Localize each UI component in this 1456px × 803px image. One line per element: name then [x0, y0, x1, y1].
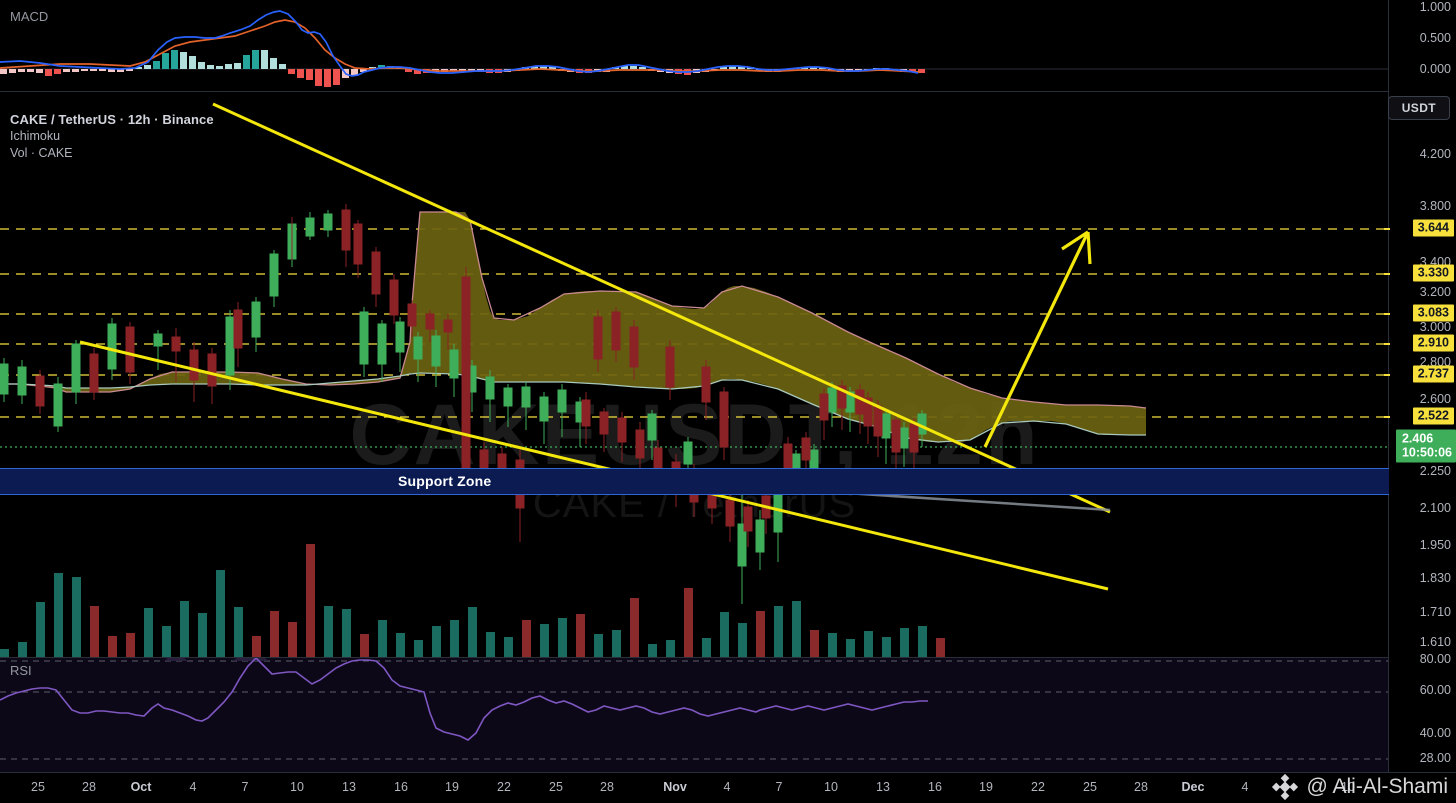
- price-axis-tick: 60.00: [1419, 683, 1451, 697]
- bullish-arrow: [983, 230, 1092, 448]
- price-panel[interactable]: CAKEUSDT, 12h CAKE / TetherUS: [0, 91, 1389, 657]
- time-axis-tick: 16: [394, 780, 408, 794]
- price-axis-tick: 0.000: [1419, 62, 1451, 76]
- time-axis-tick: 22: [497, 780, 511, 794]
- current-price-countdown: 10:50:06: [1401, 445, 1452, 460]
- price-axis-tick: 1.830: [1419, 571, 1451, 585]
- time-axis-tick: 13: [342, 780, 356, 794]
- downtrend-upper: [212, 102, 1111, 514]
- downtrend-lower: [79, 340, 1109, 591]
- price-level-label[interactable]: 2.522: [1412, 407, 1454, 425]
- time-axis-tick: 4: [189, 780, 197, 794]
- price-axis-tick: 3.000: [1419, 320, 1451, 334]
- time-axis-tick: 19: [979, 780, 993, 794]
- current-price-label[interactable]: 2.406 10:50:06: [1395, 429, 1456, 463]
- price-axis-tick: 40.00: [1419, 726, 1451, 740]
- price-axis-tick: 2.100: [1419, 501, 1451, 515]
- author-handle: @ Ali-Al-Shami: [1306, 775, 1448, 798]
- time-axis-tick: 10: [1341, 780, 1355, 794]
- price-level-label[interactable]: 3.644: [1412, 219, 1454, 237]
- price-axis-tick: 4.200: [1419, 147, 1451, 161]
- time-axis-tick: 28: [1134, 780, 1148, 794]
- price-level-label[interactable]: 3.330: [1412, 264, 1454, 282]
- macd-plot: [0, 10, 1389, 87]
- price-axis[interactable]: USDT 1.000 0.500 0.000 4.200 3.800 3.400 3.200…: [1384, 0, 1456, 772]
- author-watermark: @ Ali-Al-Shami: [1271, 773, 1448, 801]
- time-axis-tick: Oct: [130, 780, 152, 794]
- time-axis-tick: Dec: [1181, 780, 1205, 794]
- rsi-plot: [0, 658, 1389, 773]
- macd-main-line: [0, 10, 919, 77]
- macd-signal-line: [0, 19, 921, 73]
- price-axis-tick: 3.800: [1419, 199, 1451, 213]
- time-axis-tick: 28: [82, 780, 96, 794]
- time-axis-tick: 16: [928, 780, 942, 794]
- binance-diamond-icon: [1272, 773, 1299, 801]
- time-axis[interactable]: 25 28 Oct 4 7 10 13 16 19 22 25 28 Nov 4 7 10 13 16 19 22 25…: [0, 772, 1456, 803]
- time-axis-tick: 4: [723, 780, 731, 794]
- time-axis-tick: 10: [824, 780, 838, 794]
- price-level-tick: [1384, 416, 1390, 418]
- time-axis-tick: Nov: [663, 780, 687, 794]
- time-axis-tick: 22: [1031, 780, 1045, 794]
- price-level-label[interactable]: 3.083: [1412, 304, 1454, 322]
- time-axis-tick: 25: [549, 780, 563, 794]
- price-axis-tick: 2.600: [1419, 392, 1451, 406]
- time-axis-tick: 4: [1241, 780, 1249, 794]
- price-level-label[interactable]: 2.910: [1412, 334, 1454, 352]
- price-axis-tick: 80.00: [1419, 652, 1451, 666]
- price-axis-tick: 1.710: [1419, 605, 1451, 619]
- price-level-tick: [1384, 228, 1390, 230]
- time-axis-tick: 7: [241, 780, 249, 794]
- rsi-panel[interactable]: RSI: [0, 657, 1389, 773]
- time-axis-tick: 28: [600, 780, 614, 794]
- volume-series: [0, 544, 945, 657]
- time-axis-tick: 25: [1083, 780, 1097, 794]
- price-axis-tick: 28.00: [1419, 751, 1451, 765]
- time-axis-tick: 10: [290, 780, 304, 794]
- support-zone-label: Support Zone: [398, 473, 492, 489]
- time-axis-tick: 7: [775, 780, 783, 794]
- candlestick-series: [0, 204, 927, 604]
- rsi-overbought-fill: [164, 658, 268, 661]
- price-axis-tick: 0.500: [1419, 31, 1451, 45]
- price-level-tick: [1384, 374, 1390, 376]
- rsi-line: [0, 658, 928, 741]
- currency-badge[interactable]: USDT: [1387, 96, 1450, 120]
- price-axis-tick: 1.000: [1419, 0, 1451, 14]
- time-axis-tick: 19: [445, 780, 459, 794]
- price-plot: [0, 102, 1389, 657]
- price-level-tick: [1384, 313, 1390, 315]
- time-axis-tick: 13: [876, 780, 890, 794]
- support-zone-band[interactable]: [0, 468, 1389, 495]
- ichimoku-cloud: [0, 211, 1147, 443]
- price-level-tick: [1384, 343, 1390, 345]
- current-price-value: 2.406: [1401, 431, 1434, 446]
- price-axis-tick: 1.950: [1419, 538, 1451, 552]
- price-axis-tick: 1.610: [1419, 635, 1451, 649]
- price-level-label[interactable]: 2.737: [1412, 365, 1454, 383]
- macd-panel[interactable]: MACD: [0, 0, 1389, 90]
- price-level-tick: [1384, 273, 1390, 275]
- price-axis-tick: 3.200: [1419, 285, 1451, 299]
- price-axis-tick: 2.250: [1419, 464, 1451, 478]
- time-axis-tick: 25: [31, 780, 45, 794]
- senkou-span-a: [0, 211, 1147, 409]
